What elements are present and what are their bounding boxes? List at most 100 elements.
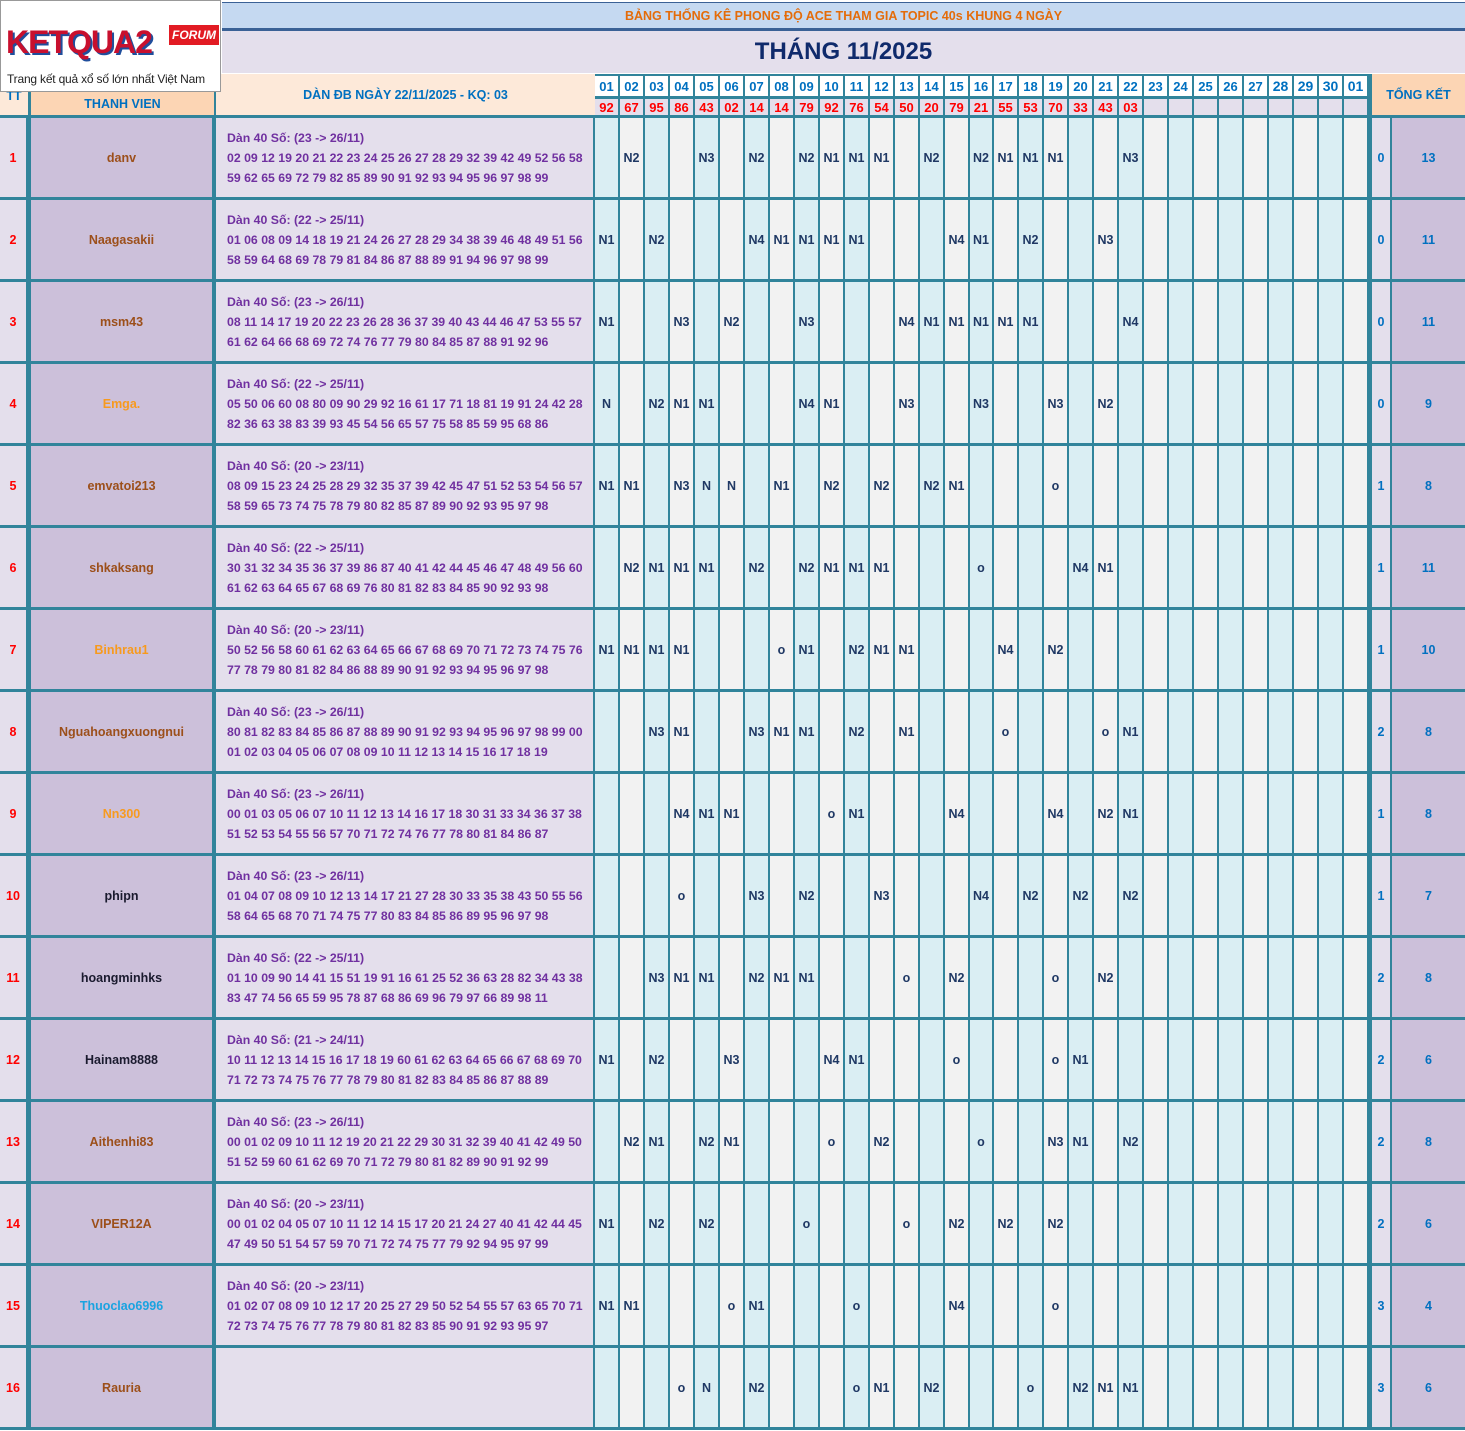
sub-count: 2 bbox=[1369, 1020, 1392, 1102]
day-header-13[interactable]: 13 bbox=[895, 74, 920, 96]
day-mark-cell: N1 bbox=[745, 1266, 770, 1348]
day-mark-cell bbox=[1169, 282, 1194, 364]
day-mark-cell: N3 bbox=[645, 938, 670, 1020]
day-mark-cell bbox=[870, 1266, 895, 1348]
day-mark-cell: N1 bbox=[720, 1102, 745, 1184]
day-header-28[interactable]: 28 bbox=[1269, 74, 1294, 96]
day-result: 92 bbox=[595, 96, 620, 118]
day-header-12[interactable]: 12 bbox=[870, 74, 895, 96]
day-mark-cell bbox=[1344, 1348, 1369, 1430]
day-mark-cell: N1 bbox=[945, 446, 970, 528]
day-mark-cell bbox=[620, 282, 645, 364]
day-mark-cell bbox=[945, 364, 970, 446]
day-header-29[interactable]: 29 bbox=[1294, 74, 1319, 96]
day-header-11[interactable]: 11 bbox=[845, 74, 870, 96]
day-header-18[interactable]: 18 bbox=[1019, 74, 1044, 96]
day-header-19[interactable]: 19 bbox=[1044, 74, 1069, 96]
member-name[interactable]: msm43 bbox=[28, 282, 214, 364]
member-name[interactable]: Aithenhi83 bbox=[28, 1102, 214, 1184]
day-header-10[interactable]: 10 bbox=[820, 74, 845, 96]
day-header-03[interactable]: 03 bbox=[645, 74, 670, 96]
day-mark-cell: N4 bbox=[1119, 282, 1144, 364]
number-set: Dàn 40 Số: (21 -> 24/11) 10 11 12 13 14 1… bbox=[214, 1020, 595, 1102]
member-name[interactable]: phipn bbox=[28, 856, 214, 938]
day-header-30[interactable]: 30 bbox=[1319, 74, 1344, 96]
day-header-25[interactable]: 25 bbox=[1194, 74, 1219, 96]
day-header-09[interactable]: 09 bbox=[795, 74, 820, 96]
day-header-26[interactable]: 26 bbox=[1219, 74, 1244, 96]
day-header-24[interactable]: 24 bbox=[1169, 74, 1194, 96]
day-mark-cell bbox=[1344, 610, 1369, 692]
member-name[interactable]: danv bbox=[28, 118, 214, 200]
day-mark-cell bbox=[970, 610, 994, 692]
day-mark-cell: N2 bbox=[620, 528, 645, 610]
day-mark-cell bbox=[1344, 1102, 1369, 1184]
day-header-15[interactable]: 15 bbox=[945, 74, 970, 96]
member-name[interactable]: Nguahoangxuongnui bbox=[28, 692, 214, 774]
day-mark-cell bbox=[1144, 528, 1169, 610]
day-header-01[interactable]: 01 bbox=[1344, 74, 1369, 96]
member-name[interactable]: Naagasakii bbox=[28, 200, 214, 282]
day-header-16[interactable]: 16 bbox=[970, 74, 994, 96]
day-mark-cell bbox=[595, 118, 620, 200]
day-header-27[interactable]: 27 bbox=[1244, 74, 1269, 96]
day-mark-cell bbox=[1344, 1266, 1369, 1348]
day-mark-cell: o bbox=[845, 1266, 870, 1348]
day-header-14[interactable]: 14 bbox=[920, 74, 945, 96]
day-mark-cell bbox=[970, 1266, 994, 1348]
day-mark-cell: o bbox=[1044, 1020, 1069, 1102]
sub-count: 2 bbox=[1369, 692, 1392, 774]
row-number: 8 bbox=[0, 692, 28, 774]
day-mark-cell: o bbox=[895, 938, 920, 1020]
day-mark-cell bbox=[720, 856, 745, 938]
day-header-04[interactable]: 04 bbox=[670, 74, 695, 96]
number-set: Dàn 40 Số: (23 -> 26/11) 00 01 03 05 06 0… bbox=[214, 774, 595, 856]
day-mark-cell bbox=[870, 1184, 895, 1266]
day-header-21[interactable]: 21 bbox=[1094, 74, 1119, 96]
day-mark-cell bbox=[1269, 856, 1294, 938]
day-header-06[interactable]: 06 bbox=[720, 74, 745, 96]
day-header-08[interactable]: 08 bbox=[770, 74, 795, 96]
day-header-05[interactable]: 05 bbox=[695, 74, 720, 96]
member-name[interactable]: Binhrau1 bbox=[28, 610, 214, 692]
day-result: 86 bbox=[670, 96, 695, 118]
day-header-22[interactable]: 22 bbox=[1119, 74, 1144, 96]
day-mark-cell bbox=[1294, 446, 1319, 528]
day-mark-cell: N1 bbox=[670, 364, 695, 446]
day-mark-cell bbox=[1244, 1184, 1269, 1266]
day-mark-cell bbox=[1169, 1102, 1194, 1184]
day-mark-cell bbox=[1119, 528, 1144, 610]
dan-line1: 05 50 06 60 08 80 09 90 29 92 16 61 17 7… bbox=[227, 397, 583, 411]
member-name[interactable]: Thuoclao6996 bbox=[28, 1266, 214, 1348]
day-header-07[interactable]: 07 bbox=[745, 74, 770, 96]
member-name[interactable]: VIPER12A bbox=[28, 1184, 214, 1266]
number-set: Dàn 40 Số: (20 -> 23/11) 01 02 07 08 09 1… bbox=[214, 1266, 595, 1348]
day-mark-cell bbox=[1044, 856, 1069, 938]
member-name[interactable]: emvatoi213 bbox=[28, 446, 214, 528]
day-mark-cell: N1 bbox=[820, 528, 845, 610]
day-mark-cell bbox=[820, 1266, 845, 1348]
day-mark-cell bbox=[1044, 282, 1069, 364]
day-mark-cell: N2 bbox=[945, 1184, 970, 1266]
member-name[interactable]: Nn300 bbox=[28, 774, 214, 856]
day-mark-cell bbox=[1019, 692, 1044, 774]
day-mark-cell: o bbox=[820, 774, 845, 856]
total-count: 6 bbox=[1392, 1184, 1465, 1266]
member-name[interactable]: Emga. bbox=[28, 364, 214, 446]
day-header-23[interactable]: 23 bbox=[1144, 74, 1169, 96]
total-count: 11 bbox=[1392, 200, 1465, 282]
day-mark-cell bbox=[895, 1348, 920, 1430]
day-header-17[interactable]: 17 bbox=[994, 74, 1019, 96]
sub-count: 3 bbox=[1369, 1266, 1392, 1348]
ketqua2-forum-logo[interactable]: KETQUA2 FORUM Trang kết quả xổ số lớn nh… bbox=[0, 0, 221, 92]
day-header-20[interactable]: 20 bbox=[1069, 74, 1094, 96]
day-mark-cell bbox=[720, 364, 745, 446]
day-header-01[interactable]: 01 bbox=[595, 74, 620, 96]
day-header-02[interactable]: 02 bbox=[620, 74, 645, 96]
day-mark-cell: N1 bbox=[945, 282, 970, 364]
day-mark-cell bbox=[1094, 282, 1119, 364]
member-name[interactable]: shkaksang bbox=[28, 528, 214, 610]
member-name[interactable]: hoangminhks bbox=[28, 938, 214, 1020]
member-name[interactable]: Rauria bbox=[28, 1348, 214, 1430]
member-name[interactable]: Hainam8888 bbox=[28, 1020, 214, 1102]
